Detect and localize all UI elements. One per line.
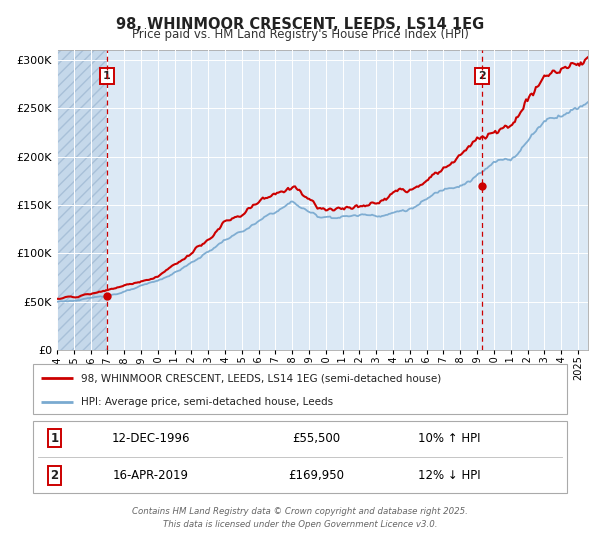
Text: Price paid vs. HM Land Registry's House Price Index (HPI): Price paid vs. HM Land Registry's House … <box>131 28 469 41</box>
Text: 16-APR-2019: 16-APR-2019 <box>112 469 188 482</box>
Text: This data is licensed under the Open Government Licence v3.0.: This data is licensed under the Open Gov… <box>163 520 437 529</box>
Text: 98, WHINMOOR CRESCENT, LEEDS, LS14 1EG: 98, WHINMOOR CRESCENT, LEEDS, LS14 1EG <box>116 17 484 32</box>
Text: 1: 1 <box>50 432 58 445</box>
Text: Contains HM Land Registry data © Crown copyright and database right 2025.: Contains HM Land Registry data © Crown c… <box>132 507 468 516</box>
Text: 12-DEC-1996: 12-DEC-1996 <box>111 432 190 445</box>
Text: HPI: Average price, semi-detached house, Leeds: HPI: Average price, semi-detached house,… <box>81 397 333 407</box>
Bar <box>57 50 107 350</box>
FancyBboxPatch shape <box>33 364 567 414</box>
Text: 1: 1 <box>103 71 110 81</box>
Text: 2: 2 <box>478 71 486 81</box>
Text: 10% ↑ HPI: 10% ↑ HPI <box>418 432 481 445</box>
Text: £169,950: £169,950 <box>288 469 344 482</box>
Text: 2: 2 <box>50 469 58 482</box>
Text: £55,500: £55,500 <box>292 432 340 445</box>
Text: 12% ↓ HPI: 12% ↓ HPI <box>418 469 481 482</box>
Text: 98, WHINMOOR CRESCENT, LEEDS, LS14 1EG (semi-detached house): 98, WHINMOOR CRESCENT, LEEDS, LS14 1EG (… <box>81 373 442 383</box>
FancyBboxPatch shape <box>33 421 567 493</box>
